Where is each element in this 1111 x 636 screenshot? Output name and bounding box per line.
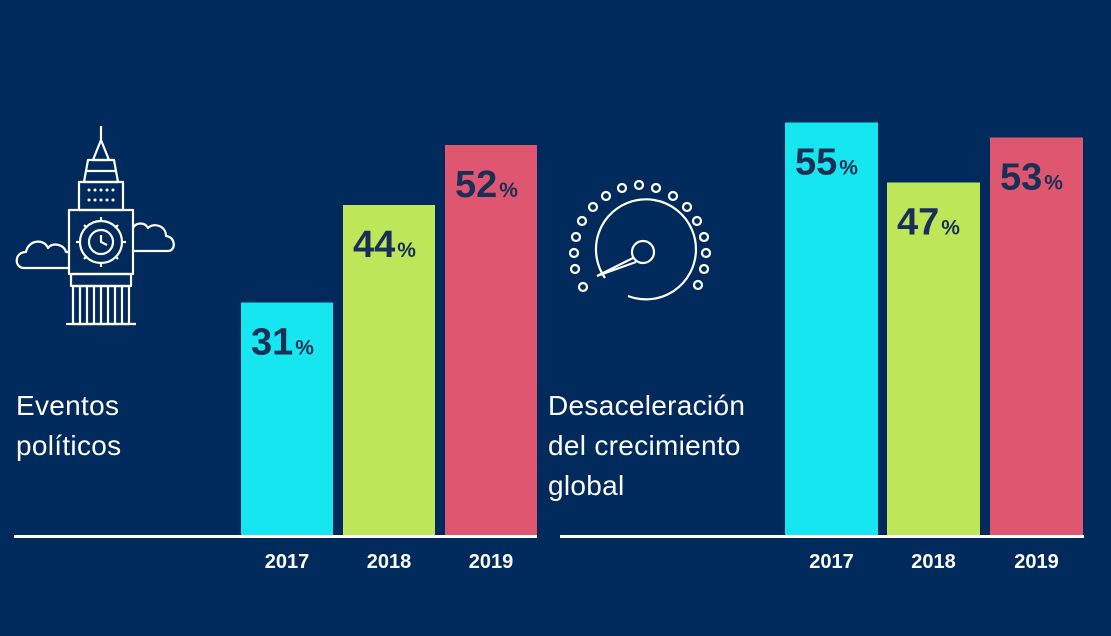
chart-1-value-label-2018: 44% — [353, 224, 416, 266]
chart-2-tick-2017: 2017 — [809, 551, 854, 573]
chart-2-value-label-2017: 55% — [795, 142, 858, 184]
big-ben-icon — [15, 126, 175, 326]
chart-2-value-label-2019: 53% — [1000, 157, 1063, 199]
chart-1-bar-2019 — [445, 145, 537, 535]
chart-2-bar-2017 — [785, 122, 878, 535]
chart-1-tick-2019: 2019 — [469, 551, 514, 573]
chart-2-bar-2019 — [990, 137, 1083, 535]
chart-2-value-label-2018: 47% — [897, 202, 960, 244]
chart-1-category-line-2: políticos — [16, 430, 122, 461]
chart-1-tick-2017: 2017 — [265, 551, 310, 573]
chart-1-category-line-1: Eventos — [16, 390, 120, 421]
chart-2-tick-2019: 2019 — [1014, 551, 1059, 573]
chart-1-value-label-2019: 52% — [455, 164, 518, 206]
chart-1-value-label-2017: 31% — [251, 322, 314, 364]
chart-2-category-line-2: del crecimiento — [548, 430, 741, 461]
chart-1: 31% 2017 44% 2018 52% 2019 — [14, 145, 537, 573]
chart-2: 55% 2017 47% 2018 53% 2019 — [560, 122, 1084, 573]
chart-2-category-line-3: global — [548, 470, 625, 501]
chart-1-category-label: Eventos políticos — [16, 386, 121, 466]
chart-2-category-line-1: Desaceleración — [548, 390, 746, 421]
speedometer-icon — [568, 179, 712, 301]
chart-1-tick-2018: 2018 — [367, 551, 412, 573]
chart-1-bar-2017 — [241, 302, 333, 535]
chart-2-category-label: Desaceleración del crecimiento global — [548, 386, 745, 506]
chart-2-bar-2018 — [887, 182, 980, 535]
chart-2-tick-2018: 2018 — [911, 551, 956, 573]
chart-1-bar-2018 — [343, 205, 435, 535]
